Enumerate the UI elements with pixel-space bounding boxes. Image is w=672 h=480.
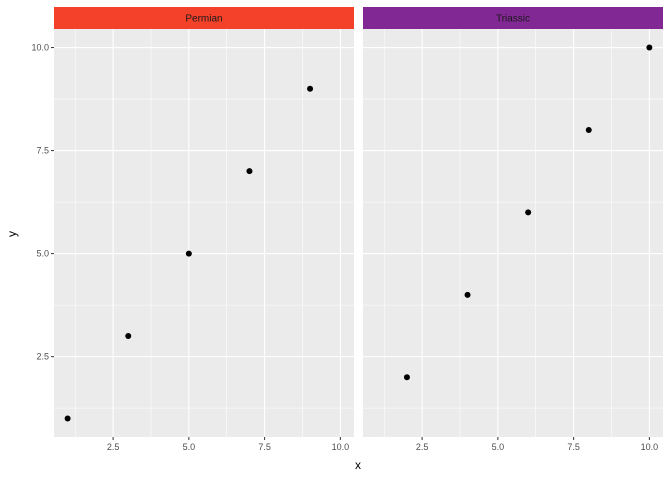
facet-strip: [363, 7, 663, 29]
facet-strip-label: Permian: [185, 14, 222, 25]
x-tick-label: 2.5: [416, 442, 429, 452]
y-axis: 2.5 5.0 7.5 10.0: [31, 43, 54, 362]
x-tick-label: 10.0: [332, 442, 350, 452]
y-tick-label: 10.0: [31, 43, 49, 53]
data-point-permian-1: [64, 415, 71, 422]
y-tick-label: 2.5: [36, 352, 49, 362]
x-tick-label: 10.0: [641, 442, 659, 452]
facet-strip-label: Triassic: [496, 14, 530, 25]
x-tick-label: 5.0: [183, 442, 196, 452]
facet-panel-permian: Permian: [54, 7, 354, 437]
data-point-permian-2: [125, 333, 132, 340]
x-tick-label: 7.5: [258, 442, 271, 452]
data-point-triassic-4: [585, 126, 592, 133]
facet-panels: Permian Triassic: [54, 7, 663, 437]
x-tick-label: 7.5: [567, 442, 580, 452]
facet-panel-triassic: Triassic: [363, 7, 663, 437]
y-axis-title: y: [5, 231, 19, 237]
panel-background: [54, 29, 354, 437]
facet-strip: [54, 7, 354, 29]
x-axis: 2.5 5.0 7.5 10.0 2.5 5.0 7.5 10.0: [107, 437, 658, 452]
y-tick-label: 7.5: [36, 146, 49, 156]
data-point-permian-4: [246, 168, 253, 175]
data-point-permian-3: [185, 250, 192, 257]
x-tick-label: 5.0: [492, 442, 505, 452]
data-point-permian-5: [307, 85, 314, 92]
data-point-triassic-2: [464, 291, 471, 298]
x-tick-label: 2.5: [107, 442, 120, 452]
panel-background: [363, 29, 663, 437]
data-point-triassic-1: [403, 374, 410, 381]
data-point-triassic-3: [525, 209, 532, 216]
y-tick-label: 5.0: [36, 249, 49, 259]
x-axis-title: x: [355, 458, 361, 472]
data-point-triassic-5: [646, 44, 653, 51]
